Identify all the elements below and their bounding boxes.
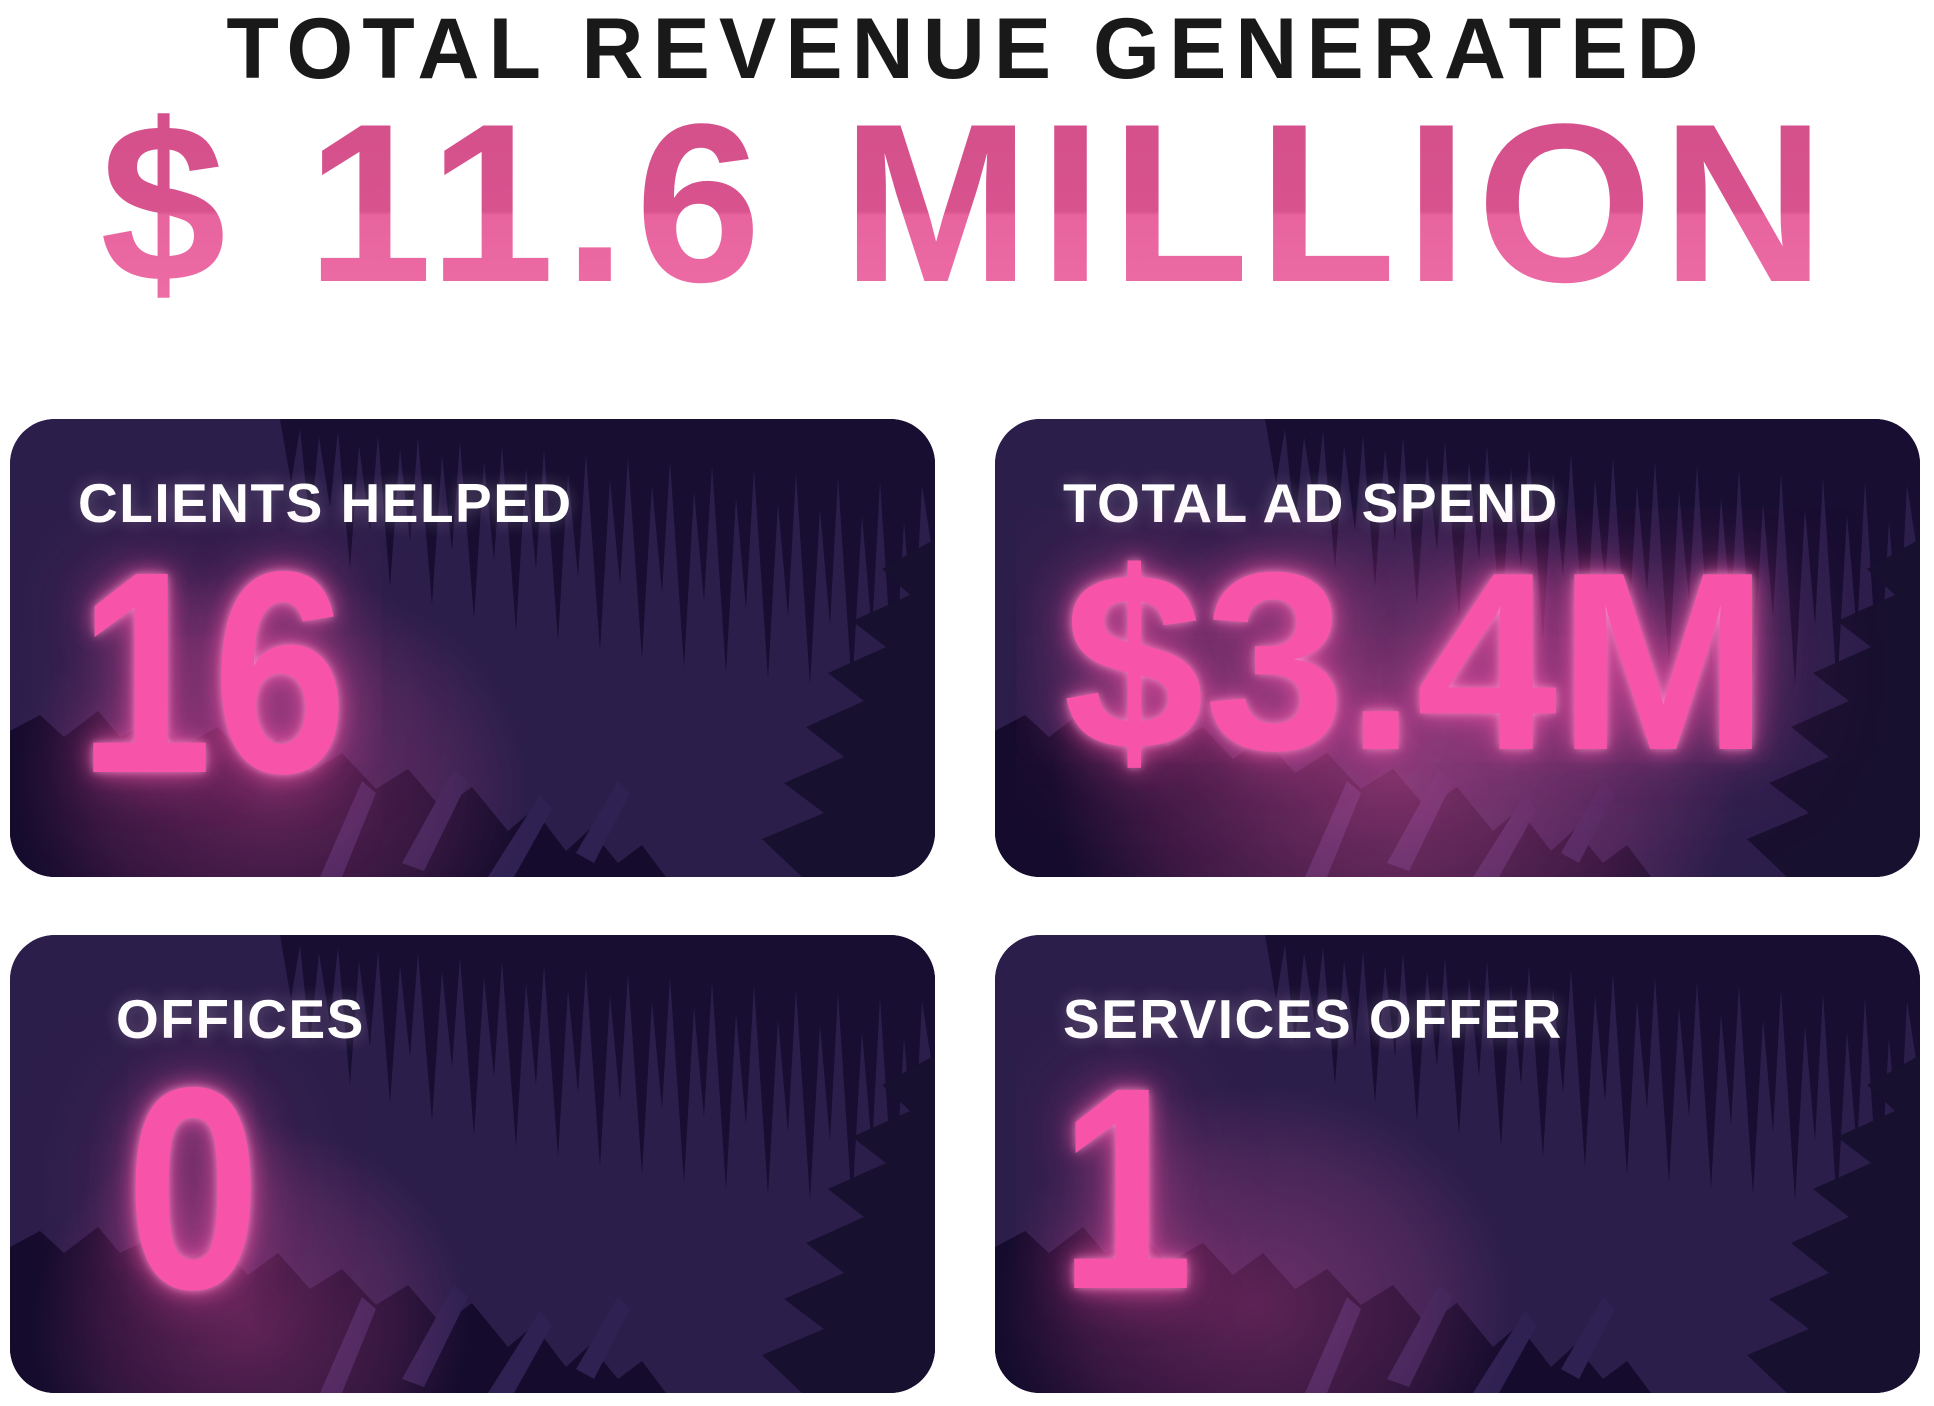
- stat-label: SERVICES OFFER: [1063, 987, 1563, 1050]
- stat-value: 16: [78, 511, 348, 834]
- page-title: TOTAL REVENUE GENERATED: [226, 1, 1708, 97]
- stat-content: CLIENTS HELPED 16: [10, 419, 935, 834]
- hero-revenue-amount: $ 11.6 MILLION: [0, 90, 1934, 316]
- stat-value: 1: [1059, 1027, 1194, 1350]
- stat-label: OFFICES: [116, 987, 365, 1050]
- stat-card-total-ad-spend: TOTAL AD SPEND $3.4M: [995, 418, 1920, 877]
- stat-label: TOTAL AD SPEND: [1063, 471, 1559, 534]
- stat-content: SERVICES OFFER 1: [995, 935, 1920, 1350]
- stat-card-offices: OFFICES 0: [10, 934, 935, 1393]
- stat-label: CLIENTS HELPED: [78, 471, 573, 534]
- stats-grid: CLIENTS HELPED 16 TOTAL AD SPEND $3.4M O…: [0, 418, 1934, 1393]
- stat-content: OFFICES 0: [10, 935, 935, 1350]
- stat-content: TOTAL AD SPEND $3.4M: [995, 419, 1920, 803]
- stat-value: $3.4M: [1063, 518, 1769, 803]
- stat-card-services-offer: SERVICES OFFER 1: [995, 934, 1920, 1393]
- stat-card-clients-helped: CLIENTS HELPED 16: [10, 418, 935, 877]
- stat-value: 0: [126, 1027, 261, 1350]
